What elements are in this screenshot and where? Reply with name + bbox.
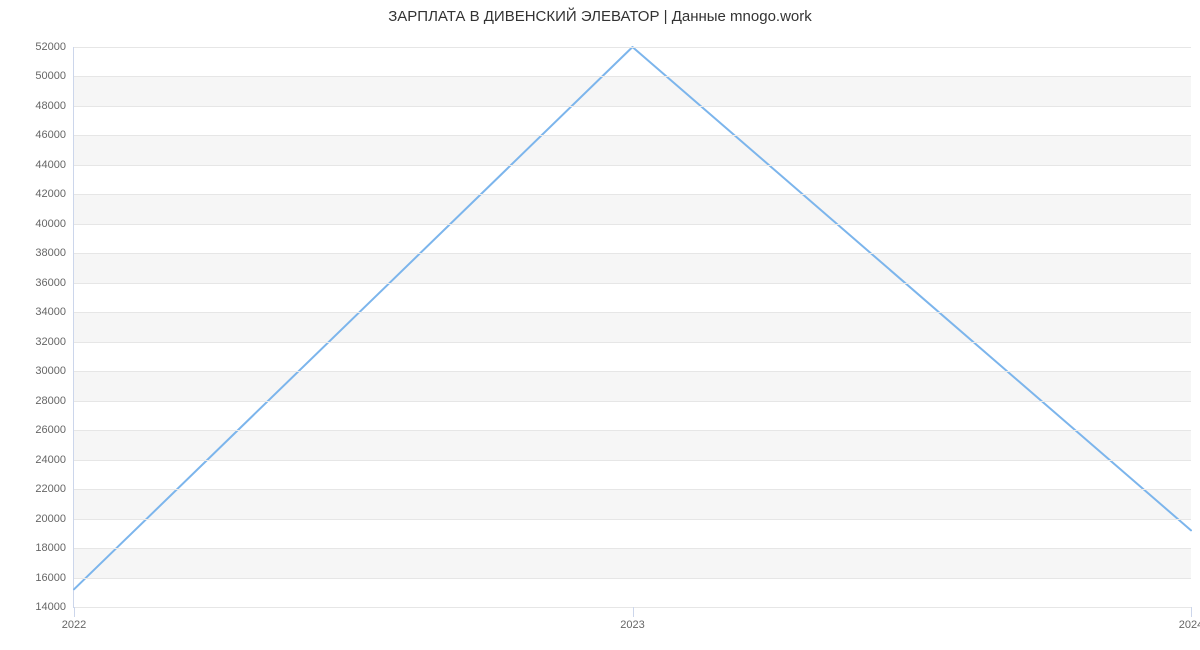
y-tick-label: 14000 [35,601,66,613]
y-gridline [74,135,1191,136]
x-tick [74,607,75,617]
plot-area: 1400016000180002000022000240002600028000… [73,47,1191,608]
y-gridline [74,165,1191,166]
y-tick-label: 42000 [35,188,66,200]
y-tick-label: 32000 [35,336,66,348]
y-tick-label: 48000 [35,100,66,112]
salary-line-chart: ЗАРПЛАТА В ДИВЕНСКИЙ ЭЛЕВАТОР | Данные m… [0,0,1200,650]
y-tick-label: 36000 [35,277,66,289]
x-tick-label: 2024 [1179,619,1200,631]
y-gridline [74,224,1191,225]
y-gridline [74,578,1191,579]
y-tick-label: 34000 [35,306,66,318]
y-tick-label: 26000 [35,424,66,436]
y-gridline [74,401,1191,402]
y-tick-label: 16000 [35,572,66,584]
y-tick-label: 20000 [35,513,66,525]
chart-title: ЗАРПЛАТА В ДИВЕНСКИЙ ЭЛЕВАТОР | Данные m… [0,8,1200,25]
y-gridline [74,194,1191,195]
y-tick-label: 50000 [35,70,66,82]
y-gridline [74,253,1191,254]
y-gridline [74,312,1191,313]
y-tick-label: 22000 [35,483,66,495]
y-tick-label: 38000 [35,247,66,259]
y-gridline [74,106,1191,107]
y-gridline [74,342,1191,343]
y-tick-label: 30000 [35,365,66,377]
line-series [74,47,1191,607]
x-tick [1191,607,1192,617]
y-gridline [74,371,1191,372]
x-tick [633,607,634,617]
x-tick-label: 2023 [620,619,644,631]
y-tick-label: 18000 [35,542,66,554]
y-gridline [74,47,1191,48]
y-gridline [74,460,1191,461]
y-gridline [74,430,1191,431]
y-tick-label: 28000 [35,395,66,407]
y-tick-label: 46000 [35,129,66,141]
y-gridline [74,489,1191,490]
y-tick-label: 52000 [35,41,66,53]
y-gridline [74,283,1191,284]
x-tick-label: 2022 [62,619,86,631]
y-gridline [74,519,1191,520]
y-gridline [74,76,1191,77]
y-tick-label: 44000 [35,159,66,171]
y-tick-label: 24000 [35,454,66,466]
y-tick-label: 40000 [35,218,66,230]
y-gridline [74,548,1191,549]
